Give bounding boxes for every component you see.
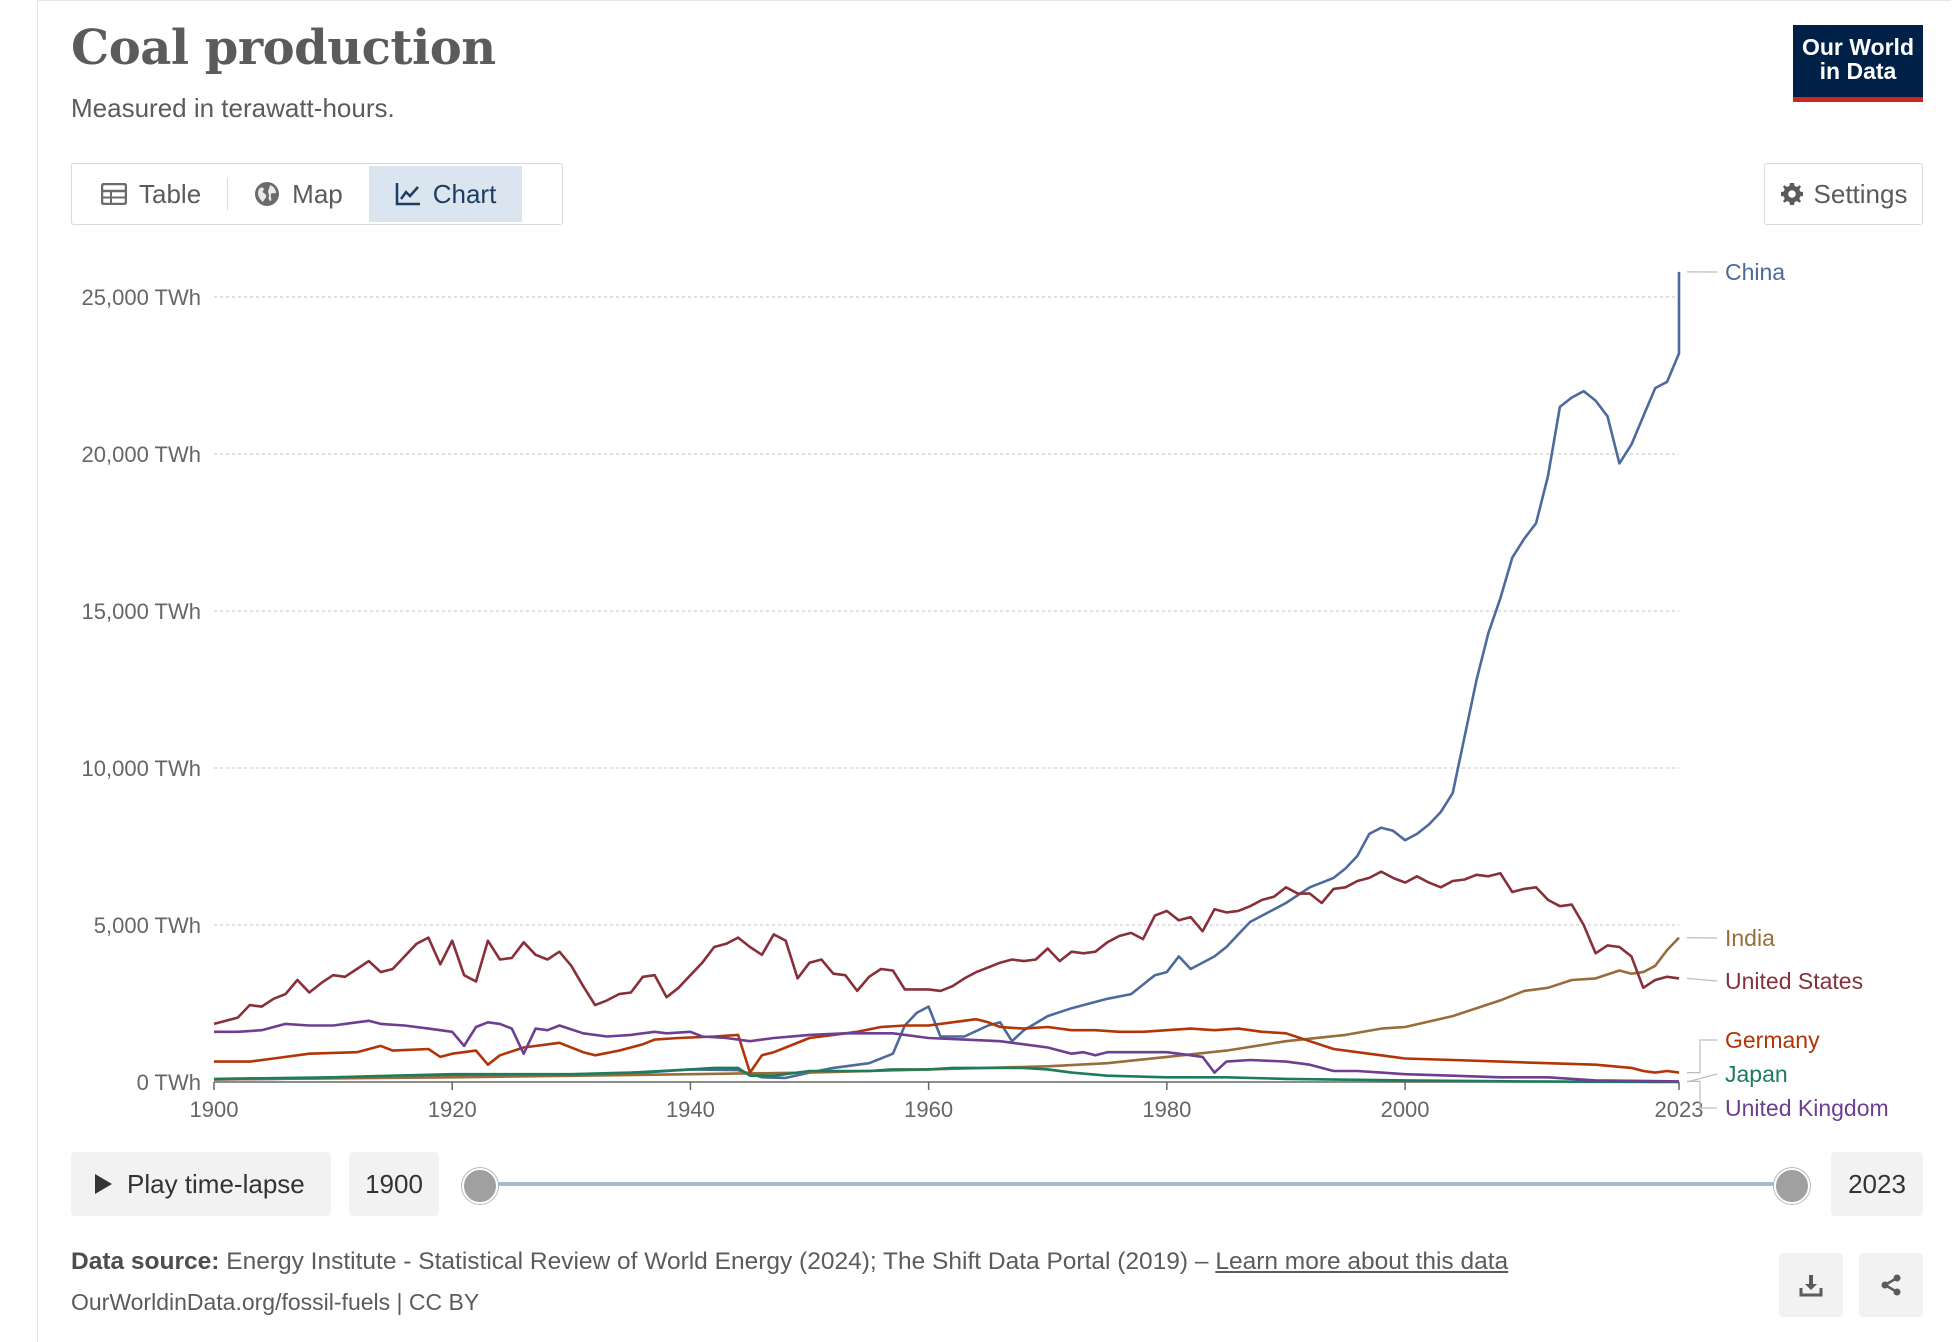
- download-button[interactable]: [1779, 1253, 1843, 1317]
- x-tick-label: 1920: [428, 1097, 477, 1122]
- logo-line-2: in Data: [1819, 58, 1897, 84]
- series-label-germany[interactable]: Germany: [1725, 1027, 1820, 1053]
- series-line-japan[interactable]: [213, 1066, 1680, 1084]
- share-icon: [1881, 1274, 1901, 1296]
- y-tick-label: 15,000 TWh: [82, 599, 201, 624]
- end-year-box[interactable]: 2023: [1831, 1152, 1923, 1216]
- settings-label: Settings: [1813, 178, 1908, 209]
- learn-more-link[interactable]: Learn more about this data: [1215, 1248, 1509, 1275]
- tab-map-label: Map: [292, 178, 343, 209]
- source-text: Energy Institute - Statistical Review of…: [226, 1248, 1209, 1275]
- series-line-china[interactable]: [213, 271, 1681, 1081]
- timeline-track[interactable]: [479, 1182, 1791, 1186]
- start-year-box[interactable]: 1900: [349, 1152, 439, 1216]
- x-tick-label: 1940: [666, 1097, 715, 1122]
- x-tick-label: 1960: [904, 1097, 953, 1122]
- series-label-japan[interactable]: Japan: [1725, 1061, 1788, 1087]
- line-chart-icon: [395, 183, 420, 206]
- series-line-united-kingdom[interactable]: [214, 1019, 1680, 1083]
- view-tabs: Table Map Chart: [71, 163, 563, 225]
- y-tick-label: 0 TWh: [137, 1070, 201, 1095]
- series-label-united-states[interactable]: United States: [1725, 968, 1863, 994]
- x-tick-label: 1980: [1142, 1097, 1191, 1122]
- label-connector: [1687, 1039, 1717, 1074]
- tab-divider: [227, 178, 229, 210]
- x-axis: 1900 1920 1940 1960 1980 2000 2023: [190, 1082, 1704, 1122]
- data-source: Data source: Energy Institute - Statisti…: [71, 1248, 1508, 1276]
- owid-logo[interactable]: Our World in Data: [1793, 25, 1923, 102]
- play-timelapse-button[interactable]: Play time-lapse: [71, 1152, 331, 1216]
- chart-subtitle: Measured in terawatt-hours.: [71, 93, 395, 123]
- logo-line-1: Our World: [1801, 34, 1914, 60]
- x-tick-label: 1900: [190, 1097, 239, 1122]
- share-button[interactable]: [1859, 1253, 1923, 1317]
- series-lines: [213, 271, 1681, 1084]
- tab-table[interactable]: Table: [75, 166, 227, 222]
- series-label-united-kingdom[interactable]: United Kingdom: [1725, 1095, 1889, 1121]
- label-connector: [1686, 977, 1718, 982]
- chart-title: Coal production: [71, 20, 496, 76]
- table-icon: [101, 183, 127, 205]
- y-tick-label: 25,000 TWh: [82, 285, 201, 310]
- x-tick-label: 2000: [1381, 1097, 1430, 1122]
- source-label: Data source:: [71, 1248, 220, 1275]
- play-icon: [95, 1174, 112, 1194]
- download-icon: [1799, 1275, 1823, 1297]
- chart-frame: [37, 0, 1951, 1342]
- y-tick-label: 5,000 TWh: [94, 913, 201, 938]
- tab-chart[interactable]: Chart: [368, 166, 523, 222]
- series-labels: China India United States Germany Japan Unite…: [1686, 259, 1889, 1121]
- globe-icon: [255, 182, 280, 206]
- y-axis: 0 TWh 5,000 TWh 10,000 TWh 15,000 TWh 20,000…: [82, 285, 201, 1095]
- label-connector: [1686, 1073, 1718, 1083]
- gear-icon: [1780, 183, 1803, 205]
- series-label-china[interactable]: China: [1725, 259, 1785, 285]
- series-line-united-states[interactable]: [213, 870, 1680, 1026]
- gridlines: [214, 296, 1679, 1083]
- tab-chart-label: Chart: [432, 178, 497, 209]
- series-line-india[interactable]: [213, 936, 1680, 1081]
- label-connector: [1687, 1080, 1717, 1109]
- y-tick-label: 20,000 TWh: [82, 442, 201, 467]
- y-tick-label: 10,000 TWh: [82, 756, 201, 781]
- line-chart: 0 TWh 5,000 TWh 10,000 TWh 15,000 TWh 20,000…: [82, 259, 1889, 1122]
- tab-map[interactable]: Map: [228, 166, 369, 222]
- origin-credit: OurWorldinData.org/fossil-fuels | CC BY: [71, 1289, 480, 1315]
- settings-button[interactable]: Settings: [1764, 163, 1923, 225]
- timeline-start-handle[interactable]: [462, 1168, 498, 1204]
- series-line-germany[interactable]: [214, 1017, 1680, 1074]
- x-tick-label: 2023: [1655, 1097, 1704, 1122]
- play-label: Play time-lapse: [127, 1168, 305, 1199]
- series-label-india[interactable]: India: [1725, 925, 1775, 951]
- timeline-end-handle[interactable]: [1774, 1168, 1810, 1204]
- tab-table-label: Table: [139, 178, 202, 209]
